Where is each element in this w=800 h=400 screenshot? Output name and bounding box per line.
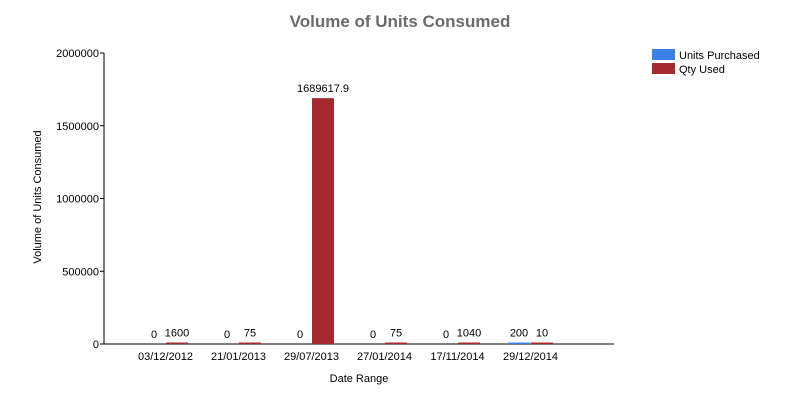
data-label: 75	[244, 328, 256, 340]
legend-swatch	[652, 63, 675, 74]
y-tick-label: 2000000	[56, 48, 99, 60]
x-tick-label: 29/12/2014	[503, 351, 558, 363]
x-tick-label: 29/07/2013	[284, 351, 339, 363]
data-label: 0	[370, 329, 376, 341]
bar-qty-used	[531, 342, 553, 344]
bar-units-purchased	[508, 342, 530, 344]
legend-label: Units Purchased	[679, 50, 760, 62]
data-label: 1600	[165, 328, 189, 340]
x-tick-label: 27/01/2014	[357, 351, 412, 363]
y-axis-title: Volume of Units Consumed	[32, 130, 44, 263]
data-label: 0	[443, 329, 449, 341]
data-label: 1040	[457, 328, 481, 340]
x-tick-label: 21/01/2013	[211, 351, 266, 363]
y-tick-label: 1500000	[56, 121, 99, 133]
data-label: 10	[536, 328, 548, 340]
x-tick-label: 17/11/2014	[430, 351, 484, 363]
data-label: 1689617.9	[297, 83, 349, 95]
legend-label: Qty Used	[679, 64, 725, 76]
data-label: 200	[510, 328, 528, 340]
y-tick-label: 1000000	[56, 194, 99, 206]
bar-qty-used	[312, 98, 334, 344]
legend: Units Purchased Qty Used	[652, 49, 760, 76]
y-tick-label: 0	[93, 339, 99, 351]
data-label: 0	[224, 329, 230, 341]
chart-title: Volume of Units Consumed	[290, 12, 511, 31]
data-label: 75	[390, 328, 402, 340]
x-tick-label: 03/12/2012	[138, 351, 193, 363]
bar-qty-used	[458, 342, 480, 344]
data-label: 0	[297, 329, 303, 341]
bar-qty-used	[239, 342, 261, 344]
x-axis-title: Date Range	[330, 373, 389, 385]
y-tick-label: 500000	[62, 266, 99, 278]
bar-qty-used	[166, 342, 188, 344]
legend-swatch	[652, 49, 675, 60]
data-label: 0	[151, 329, 157, 341]
bar-qty-used	[385, 342, 407, 344]
